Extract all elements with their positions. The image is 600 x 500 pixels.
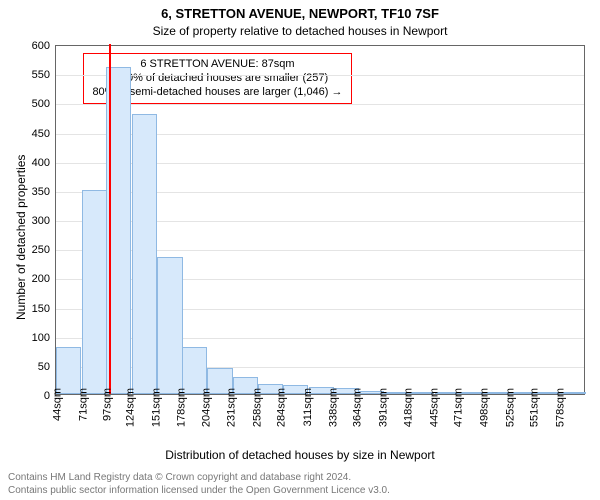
histogram-bar (182, 347, 207, 394)
x-tick-label: 124sqm (124, 388, 136, 427)
x-axis-label: Distribution of detached houses by size … (0, 448, 600, 462)
x-tick-label: 578sqm (554, 388, 566, 427)
gridline (56, 75, 584, 76)
y-tick-label: 50 (38, 361, 50, 373)
y-tick-label: 450 (32, 128, 50, 140)
x-tick-label: 97sqm (102, 388, 114, 421)
y-tick-label: 100 (32, 332, 50, 344)
x-tick-label: 498sqm (478, 388, 490, 427)
x-tick-label: 44sqm (52, 388, 64, 421)
x-tick-label: 391sqm (377, 388, 389, 427)
x-tick-label: 231sqm (226, 388, 238, 427)
x-tick-label: 338sqm (327, 388, 339, 427)
x-tick-label: 284sqm (276, 388, 288, 427)
x-tick-label: 204sqm (200, 388, 212, 427)
x-tick-label: 151sqm (150, 388, 162, 427)
histogram-bar (132, 114, 157, 394)
histogram-bar (82, 190, 107, 394)
x-tick-label: 311sqm (302, 388, 314, 426)
y-tick-label: 200 (32, 273, 50, 285)
x-tick-label: 418sqm (403, 388, 415, 427)
y-tick-label: 250 (32, 244, 50, 256)
x-tick-label: 258sqm (251, 388, 263, 427)
gridline (56, 104, 584, 105)
histogram-bar (56, 347, 81, 394)
x-tick-label: 445sqm (428, 388, 440, 427)
y-tick-label: 400 (32, 157, 50, 169)
y-tick-label: 0 (44, 390, 50, 402)
x-tick-label: 71sqm (77, 388, 89, 421)
y-axis-label: Number of detached properties (14, 155, 28, 320)
x-tick-label: 364sqm (352, 388, 364, 427)
y-tick-label: 350 (32, 186, 50, 198)
y-tick-label: 500 (32, 98, 50, 110)
x-tick-label: 525sqm (504, 388, 516, 427)
x-tick-label: 178sqm (176, 388, 188, 427)
y-tick-label: 550 (32, 69, 50, 81)
marker-line (109, 44, 111, 394)
x-tick-label: 471sqm (453, 388, 465, 427)
chart-plot-area: 6 STRETTON AVENUE: 87sqm ← 20% of detach… (55, 45, 585, 395)
y-tick-label: 300 (32, 215, 50, 227)
y-tick-label: 600 (32, 40, 50, 52)
histogram-bar (157, 257, 182, 394)
footer-line-2: Contains public sector information licen… (8, 485, 390, 496)
y-tick-label: 150 (32, 303, 50, 315)
chart-title: 6, STRETTON AVENUE, NEWPORT, TF10 7SF (0, 6, 600, 21)
footer-line-1: Contains HM Land Registry data © Crown c… (8, 472, 351, 483)
x-tick-label: 551sqm (529, 388, 541, 427)
chart-subtitle: Size of property relative to detached ho… (0, 24, 600, 38)
